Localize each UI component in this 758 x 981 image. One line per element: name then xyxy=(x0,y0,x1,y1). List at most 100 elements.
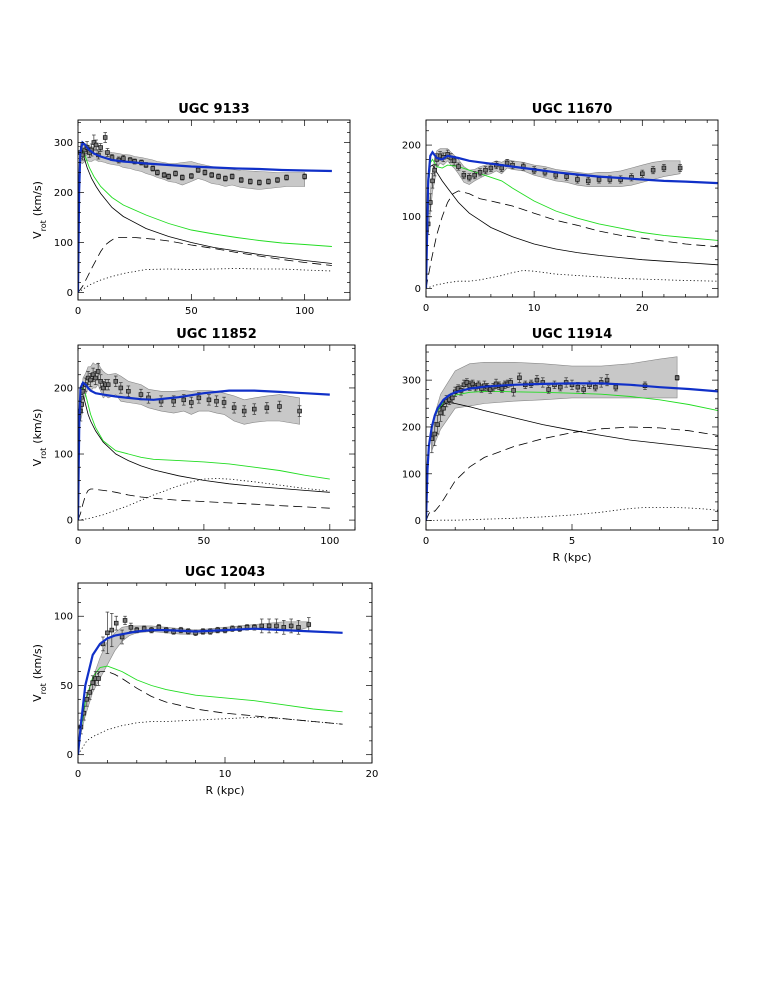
data-point xyxy=(155,169,160,176)
data-point xyxy=(128,622,134,632)
data-point xyxy=(109,613,115,648)
x-tick-label: 10 xyxy=(219,769,232,780)
x-tick-label: 50 xyxy=(198,536,211,547)
data-point xyxy=(585,176,591,185)
data-point xyxy=(302,173,307,180)
data-point xyxy=(189,396,194,409)
data-point xyxy=(264,402,270,414)
uncertainty-band xyxy=(80,621,310,734)
data-point xyxy=(90,367,96,382)
data-point xyxy=(464,378,470,387)
gas-curve xyxy=(78,478,330,521)
data-point xyxy=(150,165,156,172)
model-curve xyxy=(426,150,718,289)
data-point xyxy=(221,396,227,409)
data-point xyxy=(202,169,208,176)
disk-curve xyxy=(78,488,330,521)
data-point xyxy=(581,385,586,394)
y-tick-label: 100 xyxy=(54,238,73,249)
gas-curve xyxy=(78,716,343,755)
data-point xyxy=(105,379,111,391)
y-axis-label: Vrot(km/s) xyxy=(31,181,48,239)
data-point xyxy=(546,385,551,394)
data-point xyxy=(90,675,95,690)
data-point xyxy=(113,615,119,631)
gas-curve xyxy=(426,270,718,289)
uncertainty-band xyxy=(427,148,681,235)
data-point xyxy=(161,172,167,178)
data-point xyxy=(430,173,435,189)
stellar-curve xyxy=(426,158,718,289)
data-point xyxy=(456,162,461,171)
y-tick-label: 200 xyxy=(402,141,421,152)
panel-title: UGC 11914 xyxy=(532,327,613,342)
data-point xyxy=(96,671,101,686)
panel-title: UGC 11670 xyxy=(532,102,613,117)
data-point xyxy=(122,615,128,625)
data-point xyxy=(266,178,271,185)
data-point xyxy=(118,382,124,394)
y-axis-label: Vrot(km/s) xyxy=(31,644,48,702)
y-tick-label: 300 xyxy=(54,138,73,149)
data-point xyxy=(216,173,221,180)
data-point xyxy=(674,375,680,381)
bulge-curve xyxy=(426,402,718,521)
x-tick-label: 0 xyxy=(75,536,81,547)
plot-frame xyxy=(425,119,719,298)
data-point xyxy=(91,134,97,151)
gas-curve xyxy=(426,507,718,521)
data-point xyxy=(661,164,667,172)
data-point xyxy=(677,164,683,172)
data-point xyxy=(266,618,272,634)
data-point xyxy=(166,173,171,180)
y-tick-label: 200 xyxy=(54,383,73,394)
y-tick-label: 0 xyxy=(67,516,73,527)
model-curve xyxy=(78,627,343,755)
data-point xyxy=(296,620,301,635)
rotation-curve-panel: 0 10 20 0 50 100 UGC 12043 Vrot(km/s) R (kpc) xyxy=(31,565,378,797)
data-point xyxy=(105,611,110,654)
data-point xyxy=(113,375,119,387)
data-point xyxy=(461,171,467,180)
y-tick-label: 0 xyxy=(415,516,421,527)
x-tick-label: 0 xyxy=(75,306,81,317)
y-tick-label: 300 xyxy=(402,376,421,387)
panel-title: UGC 11852 xyxy=(176,327,257,342)
data-point xyxy=(640,169,645,178)
data-point xyxy=(223,175,228,182)
bulge-curve xyxy=(426,164,718,289)
data-point xyxy=(93,139,99,151)
data-point xyxy=(87,685,93,700)
data-point xyxy=(275,177,280,183)
y-tick-label: 100 xyxy=(54,450,73,461)
data-point xyxy=(180,174,185,181)
disk-curve xyxy=(78,671,343,755)
gas-curve xyxy=(78,268,332,293)
x-tick-label: 50 xyxy=(185,306,198,317)
rotation-curve-panel: 0 50 100 0 100 200 UGC 11852 Vrot(km/s) xyxy=(31,327,356,547)
data-point xyxy=(477,168,483,177)
y-tick-label: 0 xyxy=(415,284,421,295)
y-tick-label: 100 xyxy=(402,469,421,480)
data-point xyxy=(472,171,477,180)
y-tick-label: 50 xyxy=(60,681,73,692)
model-curve xyxy=(78,381,330,521)
uncertainty-band xyxy=(80,362,300,425)
stellar-curve xyxy=(426,390,718,521)
data-point xyxy=(248,178,253,185)
panel-title: UGC 9133 xyxy=(178,102,249,117)
disk-curve xyxy=(78,237,332,293)
data-point xyxy=(214,395,219,407)
data-point xyxy=(206,394,212,406)
data-point xyxy=(483,166,488,175)
disk-curve xyxy=(426,190,718,289)
stellar-curve xyxy=(78,665,343,755)
data-point xyxy=(231,402,237,414)
y-tick-label: 100 xyxy=(402,212,421,223)
x-tick-label: 20 xyxy=(366,769,379,780)
data-point xyxy=(146,392,151,404)
data-point xyxy=(575,175,580,184)
